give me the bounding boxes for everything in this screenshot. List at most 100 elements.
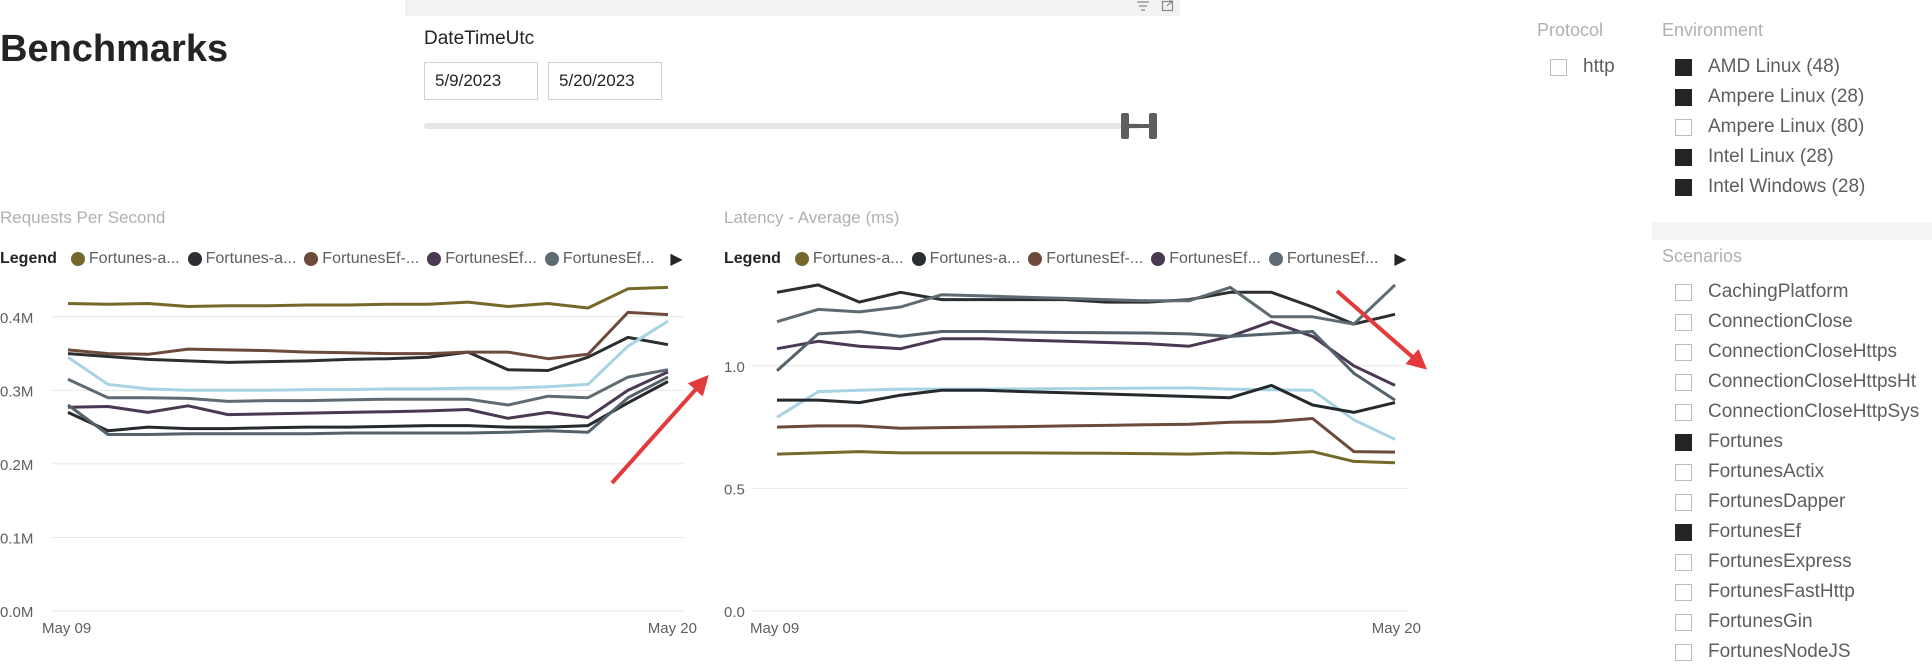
scenario-option[interactable]: FortunesDapper — [1675, 487, 1919, 517]
x-tick-label: May 09 — [750, 620, 799, 637]
slider-handle-icon[interactable] — [1120, 112, 1158, 140]
series-line[interactable] — [776, 320, 1396, 387]
checkbox-icon[interactable] — [1675, 373, 1692, 391]
scenario-option-label: FortunesActix — [1708, 461, 1825, 482]
legend-item[interactable]: Fortunes-a... — [70, 250, 180, 268]
scenario-option[interactable]: FortunesNodeJS — [1675, 637, 1919, 667]
environment-option[interactable]: Ampere Linux (80) — [1675, 112, 1865, 142]
legend-next-icon[interactable]: ▶ — [1394, 251, 1407, 268]
scenario-option[interactable]: ConnectionCloseHttpSys — [1675, 397, 1919, 427]
scenario-option-label: FortunesEf — [1708, 521, 1801, 542]
scenario-option[interactable]: ConnectionCloseHttpsHt — [1675, 367, 1919, 397]
legend-item[interactable]: FortunesEf... — [427, 250, 537, 268]
series-line[interactable] — [67, 368, 669, 407]
legend-item[interactable]: FortunesEf... — [544, 250, 655, 268]
date-slicer-label: DateTimeUtc — [424, 28, 535, 49]
date-range-slider[interactable] — [424, 123, 1139, 129]
environment-option[interactable]: Intel Windows (28) — [1675, 172, 1865, 202]
series-line[interactable] — [776, 330, 1396, 402]
legend-item[interactable]: Fortunes-a... — [911, 250, 1020, 268]
checkbox-icon[interactable] — [1675, 463, 1692, 481]
legend-item[interactable]: FortunesEf-... — [1028, 250, 1143, 268]
focus-mode-icon[interactable] — [1160, 0, 1176, 14]
scenario-option-label: Fortunes — [1708, 431, 1783, 452]
series-line[interactable] — [776, 283, 1396, 326]
filter-icon[interactable] — [1135, 0, 1151, 14]
checkbox-icon[interactable] — [1675, 88, 1692, 106]
start-date-input[interactable]: 5/9/2023 — [424, 62, 538, 100]
scenario-option-label: CachingPlatform — [1708, 281, 1849, 302]
series-line[interactable] — [67, 375, 669, 436]
checkbox-icon[interactable] — [1675, 148, 1692, 166]
checkbox-icon[interactable] — [1675, 313, 1692, 331]
checkbox-icon[interactable] — [1675, 643, 1692, 661]
scenario-option-label: ConnectionClose — [1708, 311, 1853, 332]
legend-label: FortunesEf... — [1169, 250, 1261, 267]
legend-label: Fortunes-a... — [88, 250, 180, 267]
checkbox-icon[interactable] — [1675, 493, 1692, 511]
scenario-option[interactable]: CachingPlatform — [1675, 277, 1919, 307]
scenario-option[interactable]: FortunesFastHttp — [1675, 577, 1919, 607]
scenario-option[interactable]: FortunesExpress — [1675, 547, 1919, 577]
checkbox-icon[interactable] — [1675, 178, 1692, 196]
y-tick-label: 0.5 — [724, 481, 745, 498]
series-line[interactable] — [67, 285, 669, 310]
environment-option[interactable]: Ampere Linux (28) — [1675, 82, 1865, 112]
scenario-option[interactable]: FortunesGin — [1675, 607, 1919, 637]
environment-option[interactable]: AMD Linux (48) — [1675, 52, 1865, 82]
series-line[interactable] — [67, 310, 669, 361]
checkbox-icon[interactable] — [1675, 283, 1692, 301]
legend-item[interactable]: FortunesEf-... — [304, 250, 419, 268]
legend-label: Fortunes-a... — [205, 250, 297, 267]
checkbox-icon[interactable] — [1675, 613, 1692, 631]
series-line[interactable] — [776, 417, 1396, 454]
series-line[interactable] — [776, 283, 1397, 326]
y-tick-label: 0.1M — [0, 530, 33, 547]
scenario-option[interactable]: ConnectionClose — [1675, 307, 1919, 337]
legend-item[interactable]: Fortunes-a... — [794, 250, 904, 268]
legend-dot-icon — [187, 252, 202, 266]
protocol-slicer: http — [1550, 52, 1615, 82]
series-line[interactable] — [67, 370, 669, 420]
legend-dot-icon — [304, 252, 319, 266]
scenario-option[interactable]: FortunesEf — [1675, 517, 1919, 547]
checkbox-icon[interactable] — [1675, 433, 1692, 451]
series-line[interactable] — [776, 386, 1396, 441]
checkbox-icon[interactable] — [1675, 118, 1692, 136]
legend-next-icon[interactable]: ▶ — [670, 251, 683, 268]
scenario-option-label: FortunesFastHttp — [1708, 581, 1855, 602]
environment-option[interactable]: Intel Linux (28) — [1675, 142, 1865, 172]
legend-label: FortunesEf... — [562, 250, 655, 267]
scenario-option[interactable]: Fortunes — [1675, 427, 1919, 457]
scenarios-slicer-title: Scenarios — [1662, 246, 1743, 266]
checkbox-icon[interactable] — [1675, 583, 1692, 601]
protocol-option-http[interactable]: http — [1550, 52, 1615, 82]
scenario-option-label: FortunesNodeJS — [1708, 641, 1851, 662]
checkbox-icon[interactable] — [1675, 553, 1692, 571]
checkbox-icon[interactable] — [1675, 58, 1692, 76]
x-tick-label: May 09 — [42, 620, 91, 637]
checkbox-icon[interactable] — [1550, 58, 1567, 76]
scenario-option-label: ConnectionCloseHttps — [1708, 341, 1898, 362]
scenarios-slicer: CachingPlatform ConnectionClose Connection… — [1675, 277, 1919, 667]
checkbox-icon[interactable] — [1675, 343, 1692, 361]
series-line[interactable] — [67, 319, 669, 392]
legend-label: FortunesEf... — [1286, 250, 1379, 267]
series-line[interactable] — [67, 380, 669, 433]
latency-chart-legend: Legend Fortunes-a... Fortunes-a... Fortunes… — [724, 249, 1407, 269]
end-date-input[interactable]: 5/20/2023 — [548, 62, 662, 100]
scenario-option[interactable]: FortunesActix — [1675, 457, 1919, 487]
environment-slicer-title: Environment — [1662, 20, 1764, 40]
scenario-option[interactable]: ConnectionCloseHttps — [1675, 337, 1919, 367]
checkbox-icon[interactable] — [1675, 523, 1692, 541]
legend-item[interactable]: FortunesEf... — [1151, 250, 1261, 268]
latency-chart-title: Latency - Average (ms) — [724, 208, 900, 227]
legend-item[interactable]: FortunesEf... — [1268, 250, 1379, 268]
checkbox-icon[interactable] — [1675, 403, 1692, 421]
series-line[interactable] — [777, 383, 1396, 414]
legend-label: FortunesEf-... — [1046, 250, 1144, 267]
series-line[interactable] — [776, 450, 1396, 465]
legend-title: Legend — [0, 250, 57, 267]
legend-item[interactable]: Fortunes-a... — [187, 250, 297, 268]
series-line[interactable] — [67, 335, 669, 372]
